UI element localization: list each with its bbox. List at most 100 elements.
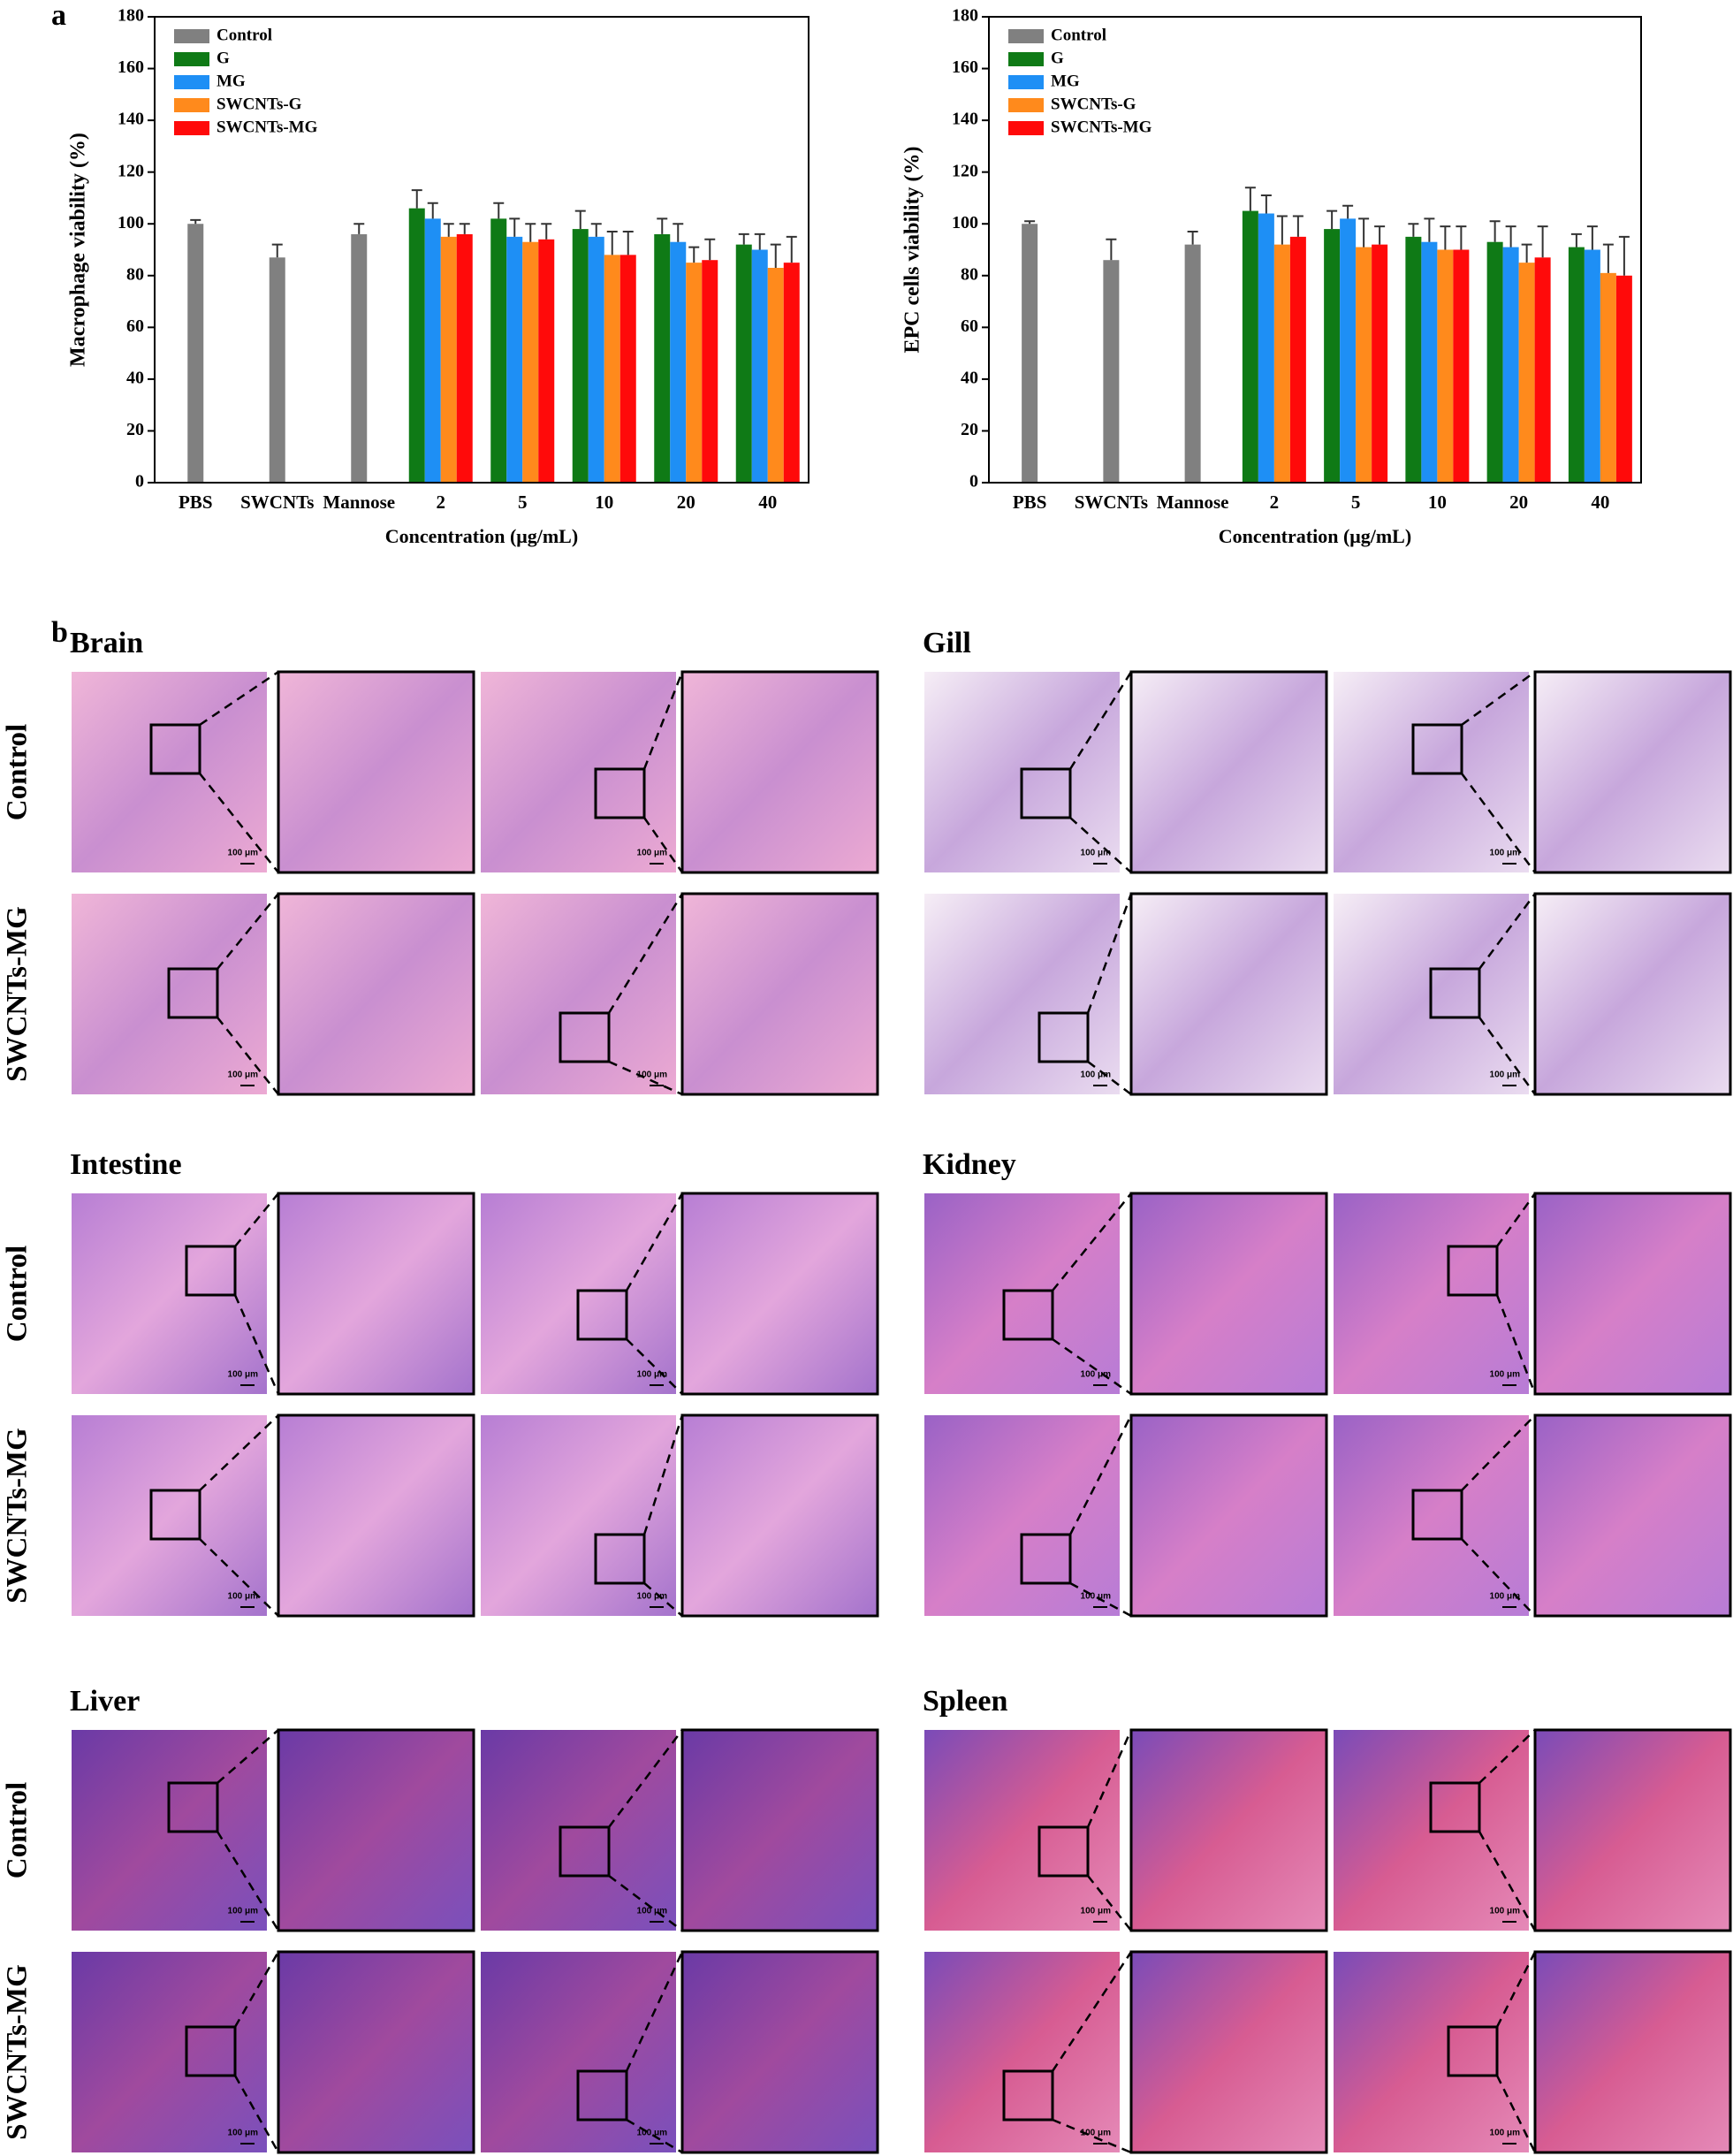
- zoom-line: [1051, 1951, 1133, 2154]
- histology-image: [481, 1952, 676, 2152]
- error-bar: [786, 235, 797, 263]
- bar: [1289, 236, 1306, 483]
- x-tick-label: 40: [1591, 491, 1609, 513]
- histology-image: [1129, 670, 1328, 874]
- x-tick-label: 20: [677, 491, 695, 513]
- histology-image: [680, 1413, 879, 1618]
- y-tick-label: 60: [961, 316, 978, 336]
- x-tick-label: 5: [1351, 491, 1361, 513]
- y-tick-label: 40: [961, 368, 978, 387]
- legend-label: Control: [1051, 26, 1106, 44]
- zoom-line: [642, 1414, 684, 1617]
- y-tick-label: 120: [118, 161, 144, 180]
- x-tick-label: 2: [437, 491, 446, 513]
- zoom-line: [1068, 1414, 1133, 1618]
- error-bar: [1570, 232, 1582, 248]
- bar: [1568, 247, 1585, 483]
- histology-image: [1533, 1950, 1732, 2154]
- bar: [1184, 244, 1201, 483]
- x-tick-label: 10: [1428, 491, 1447, 513]
- row-label: Control: [2, 1782, 34, 1878]
- bar: [1372, 244, 1388, 483]
- legend-label: MG: [217, 72, 246, 90]
- histology-image: [924, 1952, 1120, 2152]
- bar: [408, 208, 425, 483]
- scale-bar-label: 100 μm: [228, 1070, 259, 1080]
- histology-image: [277, 1413, 475, 1618]
- scale-bar-label: 100 μm: [1081, 1907, 1112, 1916]
- error-bar: [1024, 220, 1036, 225]
- bar: [1405, 236, 1422, 483]
- zoom-box: [594, 767, 646, 819]
- bar: [269, 257, 285, 483]
- zoom-box: [1020, 1533, 1072, 1585]
- zoom-line: [199, 670, 279, 873]
- zoom-line: [1478, 893, 1537, 1095]
- y-tick-label: 60: [126, 316, 144, 336]
- zoom-box: [559, 1011, 611, 1063]
- x-tick-label: 20: [1509, 491, 1528, 513]
- bar: [670, 241, 687, 483]
- error-bar: [1537, 225, 1548, 258]
- x-tick-label: 40: [758, 491, 777, 513]
- bar: [1584, 249, 1600, 483]
- error-bar: [1408, 223, 1419, 237]
- error-bar: [541, 223, 552, 240]
- error-bar: [411, 189, 422, 209]
- legend-swatch: [174, 98, 209, 112]
- error-bar: [704, 238, 716, 261]
- bar: [1022, 224, 1038, 483]
- scale-bar-label: 100 μm: [1490, 2129, 1521, 2138]
- zoom-box: [1038, 1825, 1090, 1878]
- error-bar: [606, 231, 618, 255]
- error-bar: [1618, 235, 1630, 276]
- error-bar: [525, 223, 536, 242]
- zoom-line: [1086, 893, 1133, 1095]
- zoom-line: [1478, 1729, 1537, 1931]
- bar: [1486, 241, 1503, 483]
- histology-image: [481, 894, 676, 1094]
- error-bar: [688, 246, 700, 263]
- histology-image: [1533, 892, 1732, 1096]
- histology-image: [924, 1730, 1120, 1931]
- error-bar: [509, 217, 521, 237]
- bar: [351, 233, 368, 483]
- row-label: Control: [2, 724, 34, 820]
- error-bar: [1342, 204, 1354, 219]
- scale-bar-label: 100 μm: [228, 1592, 259, 1602]
- y-tick-label: 180: [118, 6, 144, 26]
- bar: [1356, 247, 1372, 483]
- legend-swatch: [1008, 98, 1044, 112]
- error-bar: [754, 232, 765, 250]
- x-tick-label: SWCNTs: [1075, 491, 1148, 513]
- histology-image: [1533, 670, 1732, 874]
- histology-image: [680, 1950, 879, 2154]
- histology-image: [1334, 1952, 1529, 2152]
- histology-image: [1533, 1192, 1732, 1396]
- histology-image: [1334, 1415, 1529, 1616]
- zoom-box: [1429, 967, 1481, 1019]
- bar: [783, 263, 800, 483]
- zoom-line: [216, 1729, 280, 1931]
- bar: [538, 239, 555, 483]
- zoom-box: [1411, 723, 1463, 775]
- bar: [1437, 249, 1454, 483]
- bar: [686, 263, 703, 483]
- histology-image: [277, 670, 475, 874]
- bar: [522, 241, 539, 483]
- error-bar: [1276, 215, 1288, 245]
- zoom-line: [608, 1729, 683, 1932]
- zoom-box: [149, 723, 201, 775]
- bar: [1453, 249, 1470, 483]
- error-bar: [459, 223, 470, 234]
- scale-bar-label: 100 μm: [637, 1070, 668, 1080]
- legend-label: G: [217, 49, 230, 67]
- histology-image: [924, 1193, 1120, 1394]
- histology-image: [277, 1192, 475, 1396]
- zoom-box: [559, 1825, 611, 1878]
- x-tick-label: 2: [1270, 491, 1280, 513]
- bar: [767, 267, 784, 483]
- bar: [1103, 260, 1120, 483]
- zoom-box: [1447, 2025, 1499, 2077]
- legend-swatch: [1008, 52, 1044, 66]
